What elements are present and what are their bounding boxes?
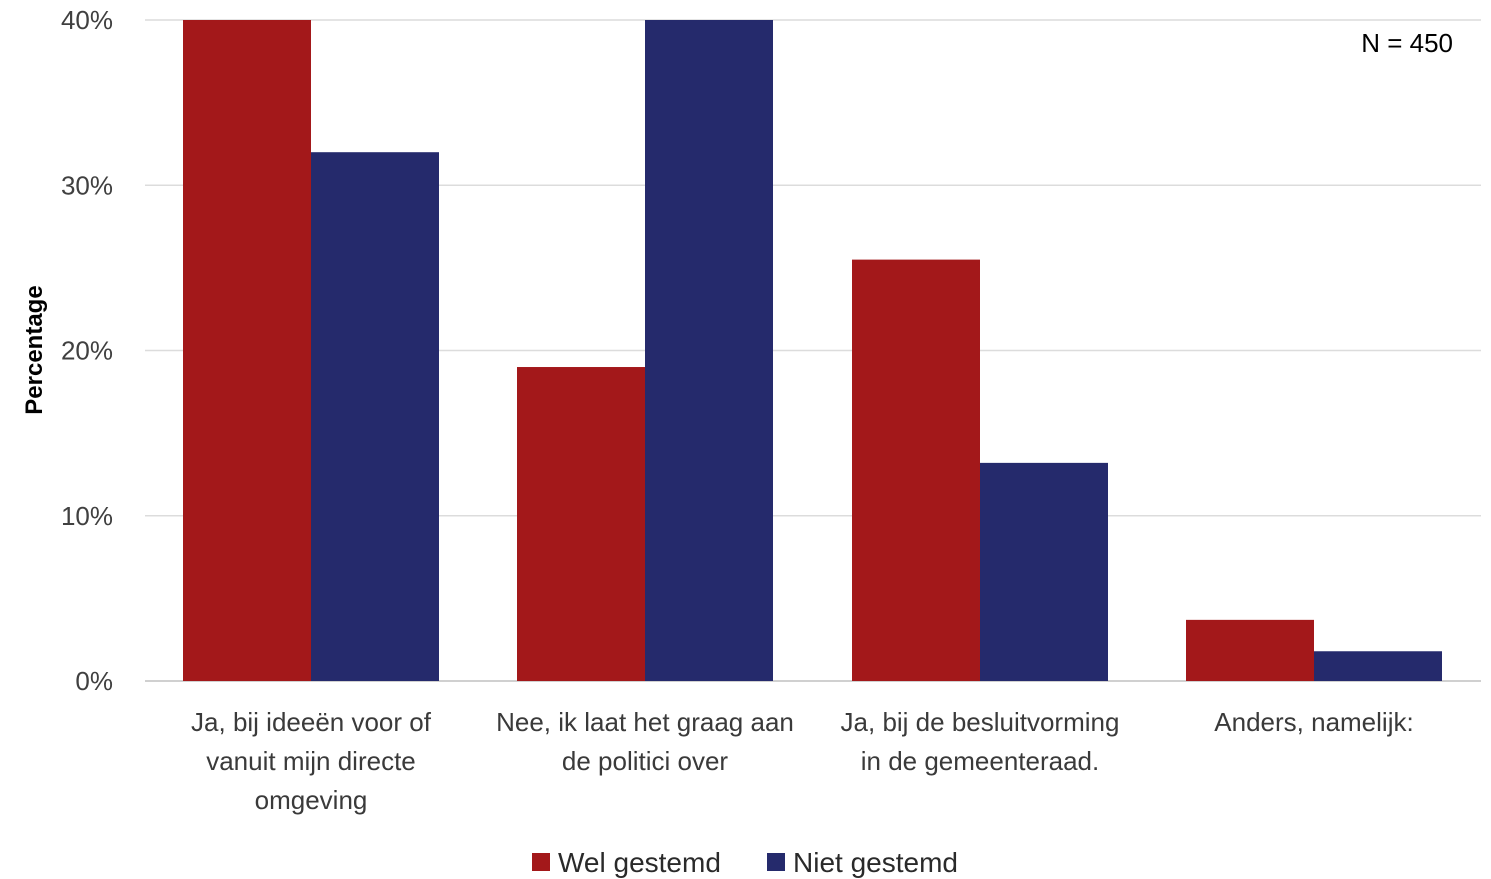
y-tick-label: 0% (75, 666, 113, 696)
legend-label: Wel gestemd (558, 847, 721, 878)
category-label: Anders, namelijk: (1214, 707, 1413, 737)
legend-label: Niet gestemd (793, 847, 958, 878)
bar-wel-gestemd (1186, 619, 1314, 681)
legend-swatch (767, 853, 785, 871)
category-label: in de gemeenteraad. (861, 746, 1100, 776)
sample-size-annotation: N = 450 (1361, 28, 1453, 58)
bar-niet-gestemd (1314, 651, 1442, 681)
y-tick-label: 20% (61, 336, 113, 366)
bar-wel-gestemd (852, 259, 980, 681)
y-axis-ticks: 0% 10% 20% 30% 40% (61, 5, 113, 696)
bar-niet-gestemd (980, 462, 1108, 681)
category-label: Ja, bij de besluitvorming (841, 707, 1120, 737)
legend-swatch (532, 853, 550, 871)
category-label: Nee, ik laat het graag aan (496, 707, 794, 737)
legend: Wel gestemd Niet gestemd (532, 847, 958, 878)
y-axis-label: Percentage (21, 285, 48, 414)
y-tick-label: 10% (61, 501, 113, 531)
category-label: Ja, bij ideeën voor of (191, 707, 432, 737)
category-label: de politici over (562, 746, 729, 776)
bar-wel-gestemd (183, 20, 311, 681)
category-label: omgeving (255, 785, 368, 815)
bar-niet-gestemd (645, 20, 773, 681)
bar-wel-gestemd (517, 367, 645, 681)
category-labels: Ja, bij ideeën voor of vanuit mijn direct… (191, 707, 1414, 815)
bar-niet-gestemd (311, 152, 439, 681)
bars (183, 20, 1442, 681)
y-tick-label: 30% (61, 170, 113, 200)
y-tick-label: 40% (61, 5, 113, 35)
category-label: vanuit mijn directe (206, 746, 416, 776)
